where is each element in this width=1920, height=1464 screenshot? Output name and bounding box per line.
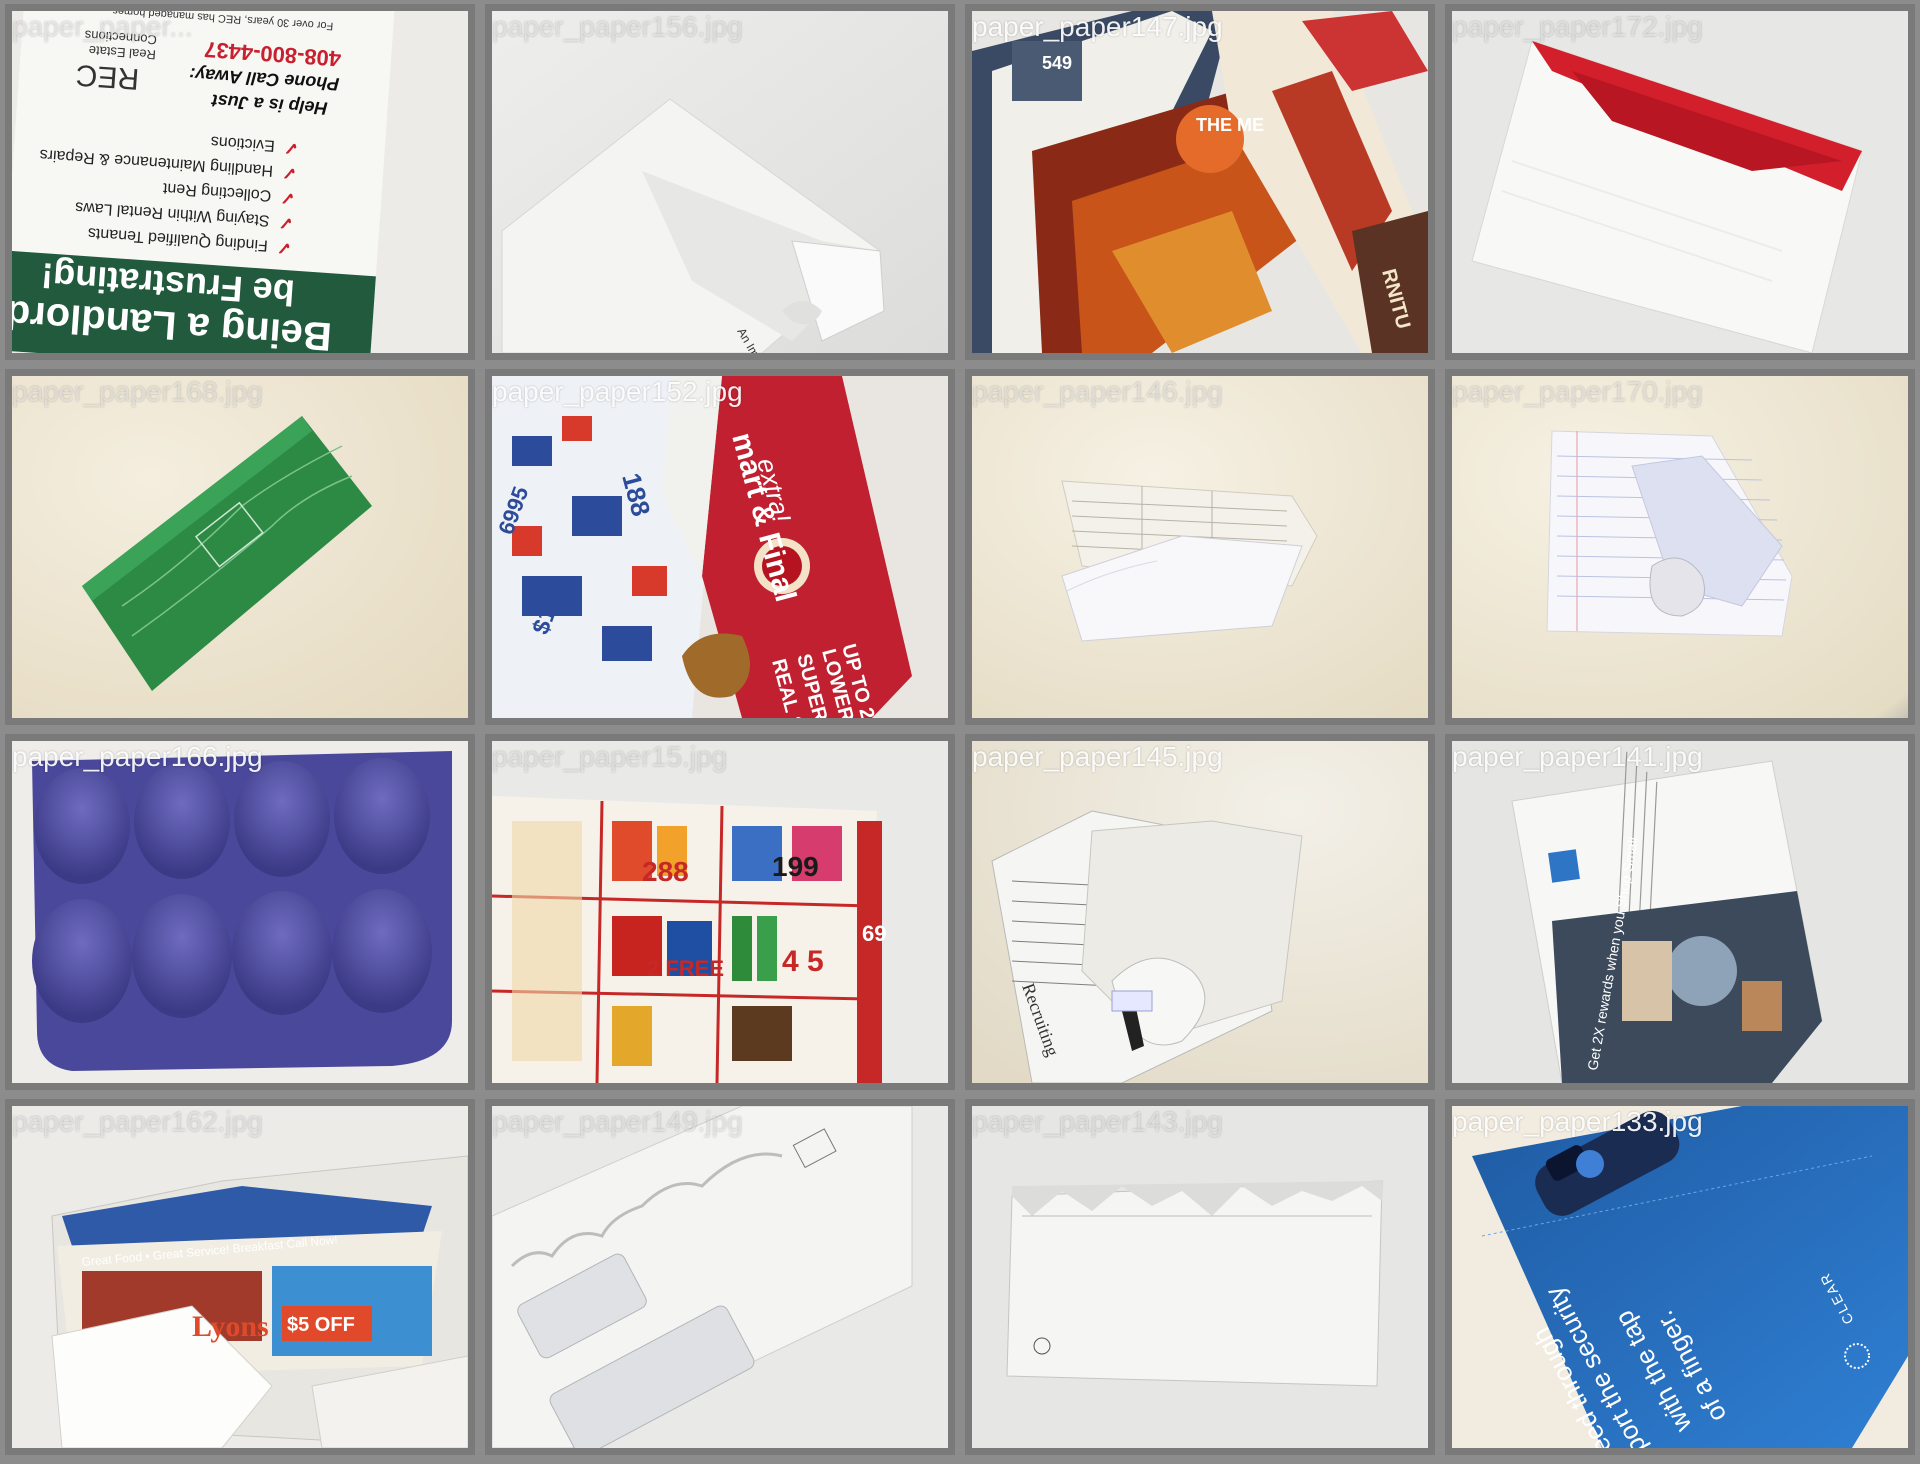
coupon-brand: Lyons bbox=[192, 1310, 269, 1343]
flyer-logo: REC bbox=[75, 58, 140, 95]
tile-window-envelope[interactable]: paper_paper149.jpg bbox=[485, 1099, 955, 1455]
notebook-paper-photo bbox=[1452, 376, 1908, 718]
flyer-item: Evictions bbox=[210, 133, 275, 154]
amex-mailer-photo: Get 2X rewards when you Shop Small bbox=[1452, 741, 1908, 1083]
tile-rolled-ad-flyers[interactable]: 549 THE ME RNITU paper_paper147.jpg bbox=[965, 4, 1435, 360]
tile-clear-blue-mailer[interactable]: eed through port the security with the t… bbox=[1445, 1099, 1915, 1455]
torn-white-envelope-photo bbox=[972, 1106, 1428, 1448]
grocery-ad-photo: mart & Final extra! UP TO 25 LOWER SUPER… bbox=[492, 376, 948, 718]
ad-logo-text: THE ME bbox=[1196, 115, 1264, 135]
flyer-price: 69 bbox=[862, 921, 886, 946]
tile-red-flap-envelope[interactable]: paper_paper172.jpg bbox=[1445, 4, 1915, 360]
svg-text:✓: ✓ bbox=[276, 237, 292, 258]
tile-purple-egg-carton[interactable]: paper_paper166.jpg bbox=[5, 734, 475, 1090]
ad-flyers-photo: 549 THE ME RNITU bbox=[972, 11, 1428, 353]
flyer-company-1: Real Estate bbox=[88, 43, 156, 63]
flyer-price: 2 FREE bbox=[647, 956, 724, 981]
tile-torn-white-envelope[interactable]: paper_paper143.jpg bbox=[965, 1099, 1435, 1455]
landlord-flyer-photo: Being a Landlord ca be Frustrating! Find… bbox=[12, 11, 468, 353]
tile-folded-worksheet[interactable]: paper_paper146.jpg bbox=[965, 369, 1435, 725]
red-envelope-photo bbox=[1452, 11, 1908, 353]
supermarket-flyer-photo: 288 199 2 FREE 4 5 69 bbox=[492, 741, 948, 1083]
white-envelope-photo: An Import bbox=[492, 11, 948, 353]
tile-white-envelope-crumpled[interactable]: An Import paper_paper156.jpg bbox=[485, 4, 955, 360]
coupon-offer: $5 OFF bbox=[287, 1314, 355, 1336]
green-envelope-photo bbox=[12, 376, 468, 718]
tile-torn-envelope-coupons[interactable]: Great Food • Great Service! Breakfast Ca… bbox=[5, 1099, 475, 1455]
tile-landlord-flyer[interactable]: Being a Landlord ca be Frustrating! Find… bbox=[5, 4, 475, 360]
svg-text:✓: ✓ bbox=[279, 188, 295, 209]
egg-carton-photo bbox=[12, 741, 468, 1083]
tile-grocery-ad[interactable]: mart & Final extra! UP TO 25 LOWER SUPER… bbox=[485, 369, 955, 725]
tile-supermarket-flyer[interactable]: 288 199 2 FREE 4 5 69 paper_paper15.jpg bbox=[485, 734, 955, 1090]
svg-text:✓: ✓ bbox=[281, 163, 297, 184]
window-envelope-photo bbox=[492, 1106, 948, 1448]
ad-price: 549 bbox=[1042, 53, 1072, 73]
flyer-price: 288 bbox=[642, 856, 689, 887]
flyer-company-2: Connections bbox=[84, 27, 158, 47]
tile-crumpled-form[interactable]: Recruiting paper_paper145.jpg bbox=[965, 734, 1435, 1090]
tile-crumpled-notebook-paper[interactable]: paper_paper170.jpg bbox=[1445, 369, 1915, 725]
crumpled-form-photo: Recruiting bbox=[972, 741, 1428, 1083]
flyer-price: 4 5 bbox=[782, 945, 824, 978]
worksheet-photo bbox=[972, 376, 1428, 718]
torn-envelope-photo: Great Food • Great Service! Breakfast Ca… bbox=[12, 1106, 468, 1448]
tile-amex-mailer[interactable]: Get 2X rewards when you Shop Small paper… bbox=[1445, 734, 1915, 1090]
svg-text:✓: ✓ bbox=[283, 138, 299, 159]
svg-text:✓: ✓ bbox=[278, 212, 294, 233]
tile-green-envelope[interactable]: paper_paper168.jpg bbox=[5, 369, 475, 725]
clear-mailer-photo: eed through port the security with the t… bbox=[1452, 1106, 1908, 1448]
flyer-price: 199 bbox=[772, 851, 819, 882]
